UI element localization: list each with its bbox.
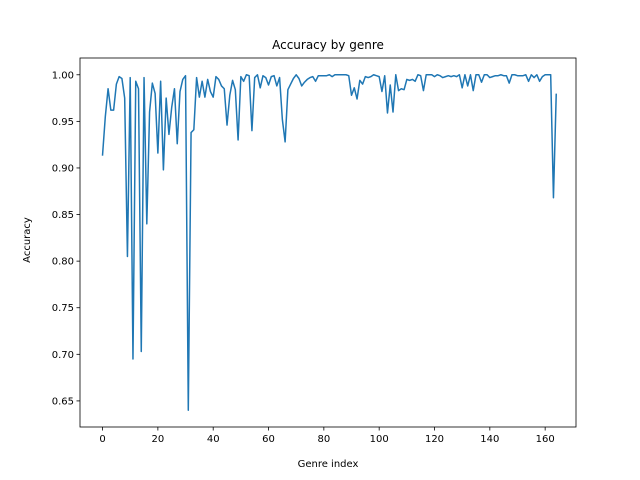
series-line-0 (101, 74, 557, 411)
x-tick-label: 140 (480, 434, 499, 445)
x-tick-label: 120 (425, 434, 444, 445)
x-tick-label: 40 (207, 434, 220, 445)
y-tick-label: 0.70 (52, 350, 74, 361)
chart-title: Accuracy by genre (272, 38, 384, 52)
x-tick-label: 60 (262, 434, 275, 445)
y-tick-label: 0.80 (52, 257, 74, 268)
y-tick-label: 1.00 (52, 70, 74, 81)
plot-area: 0 20 40 60 80 100 120 140 160 0.65 0.70 0.75 0.80 0.8… (52, 57, 577, 445)
y-tick-label: 0.65 (52, 396, 74, 407)
y-axis-label: Accuracy (22, 217, 33, 263)
y-tick-label: 0.95 (52, 117, 74, 128)
axes-frame (79, 57, 577, 428)
y-tick-label: 0.90 (52, 163, 74, 174)
x-tick-label: 0 (99, 434, 105, 445)
x-tick-label: 80 (317, 434, 330, 445)
x-tick-label: 160 (536, 434, 555, 445)
y-tick-label: 0.85 (52, 210, 74, 221)
x-tick-label: 20 (152, 434, 165, 445)
x-tick-label: 100 (370, 434, 389, 445)
x-axis-label: Genre index (298, 459, 359, 470)
y-tick-label: 0.75 (52, 303, 74, 314)
